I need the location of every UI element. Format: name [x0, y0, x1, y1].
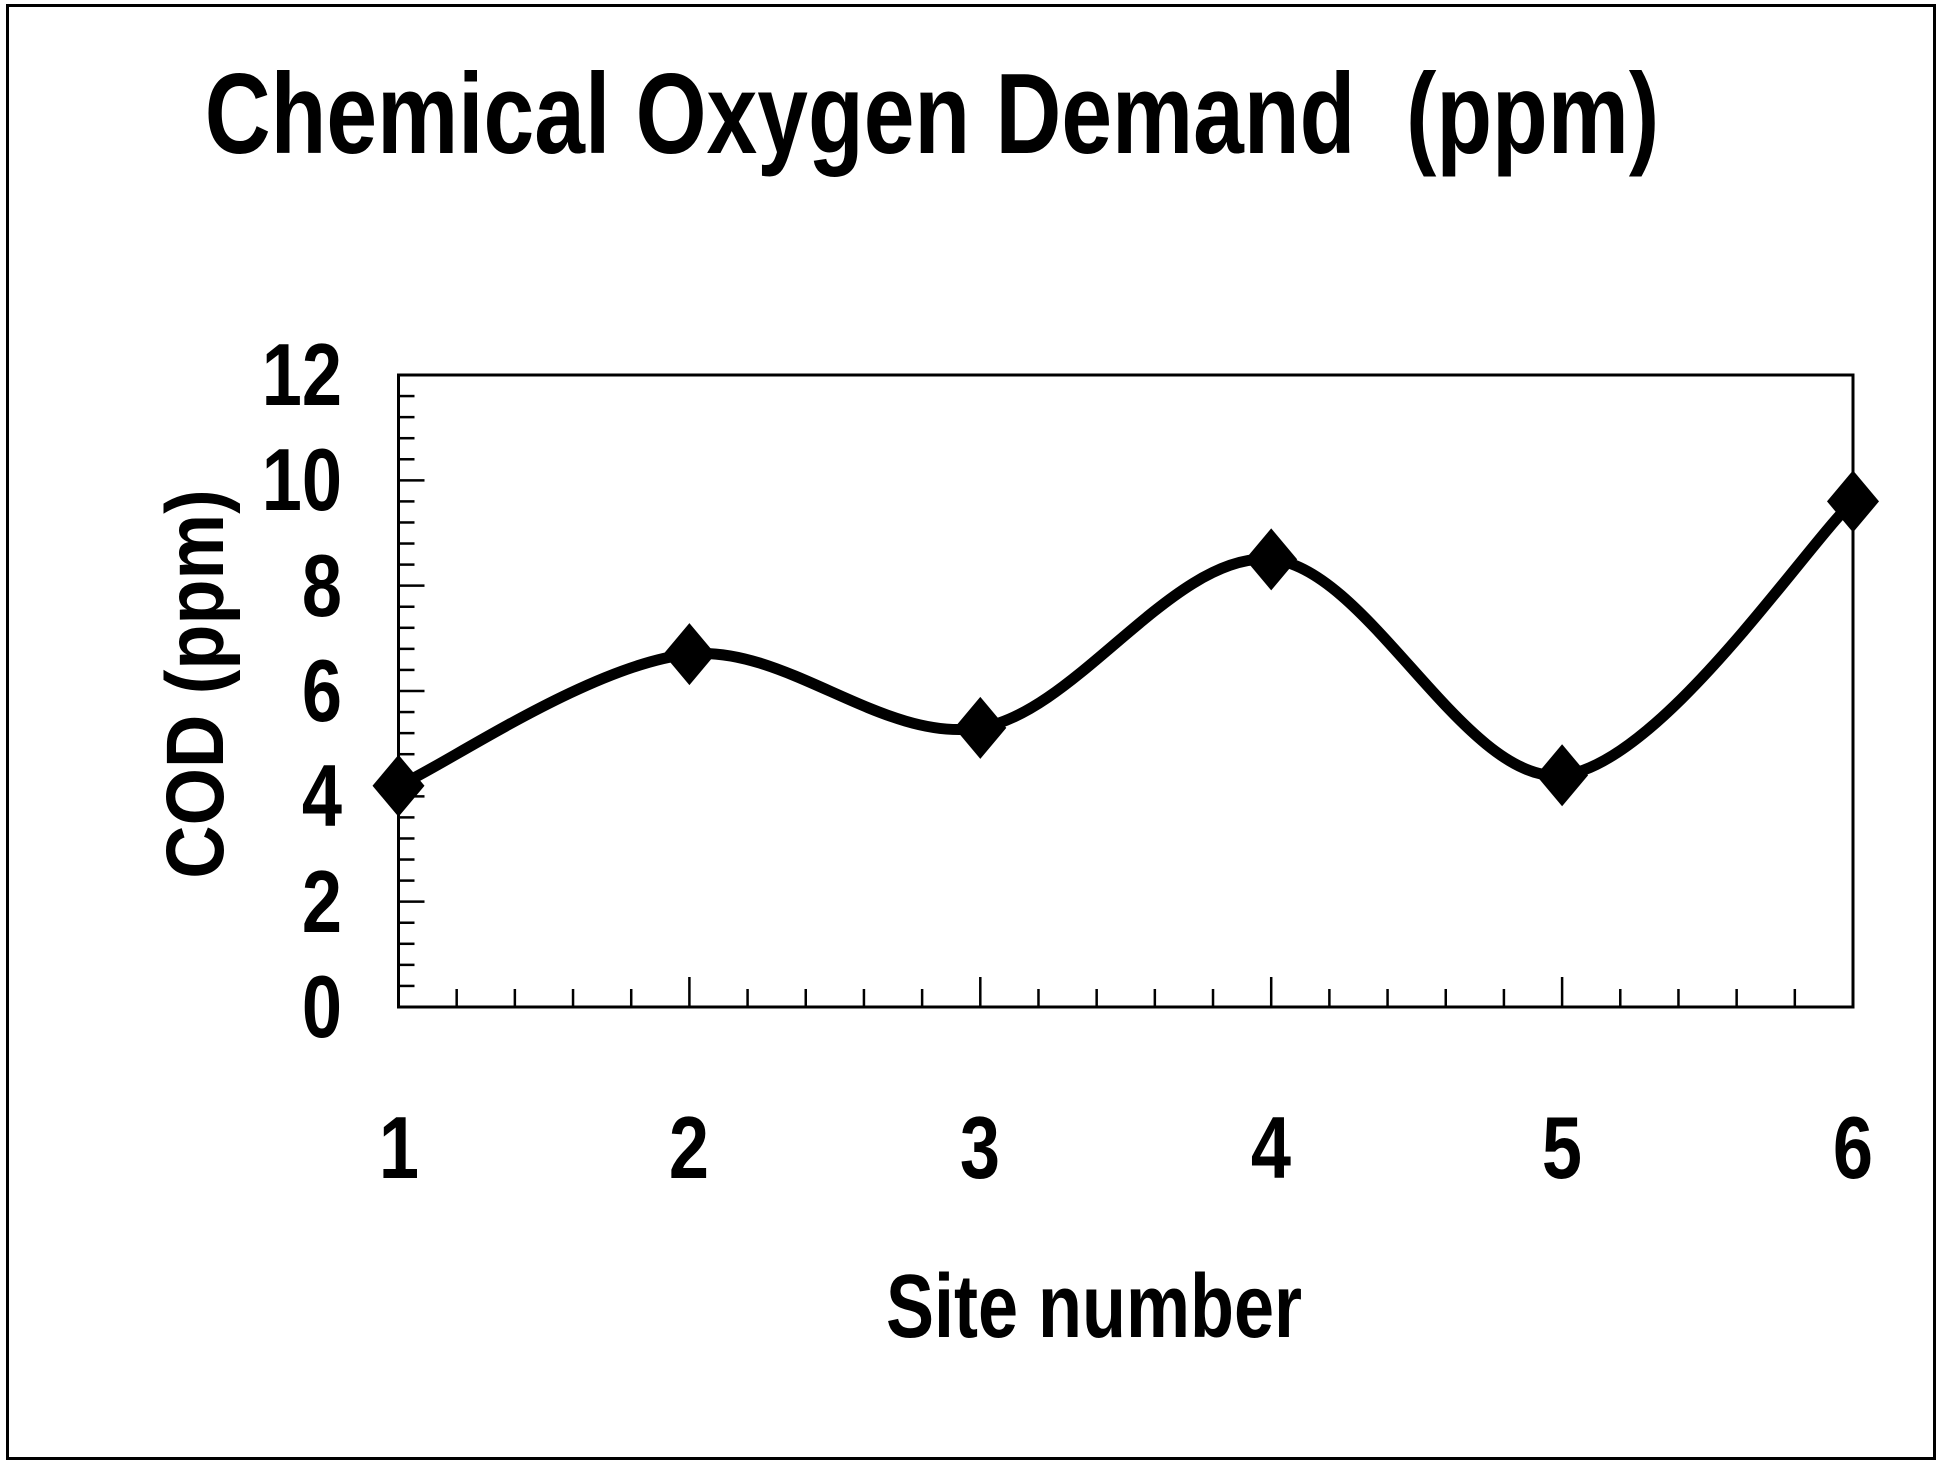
y-tick-label-8: 8 [301, 535, 342, 635]
chart-title: Chemical Oxygen Demand (ppm) [204, 51, 1660, 178]
data-point-marker-4 [1245, 528, 1298, 591]
x-tick-label-4: 4 [1251, 1098, 1292, 1197]
x-axis-title: Site number [885, 1257, 1303, 1357]
y-tick-label-6: 6 [301, 641, 342, 740]
y-tick-label-12: 12 [261, 325, 342, 424]
data-point-marker-1 [372, 754, 425, 817]
y-tick-label-0: 0 [301, 957, 342, 1056]
data-point-marker-2 [663, 623, 716, 686]
y-tick-label-4: 4 [301, 746, 342, 846]
x-tick-label-3: 3 [960, 1098, 1001, 1197]
y-tick-label-10: 10 [261, 430, 342, 530]
x-tick-label-5: 5 [1542, 1098, 1583, 1197]
data-point-marker-5 [1536, 744, 1589, 807]
x-tick-label-1: 1 [378, 1098, 419, 1197]
data-series-line [393, 495, 1859, 792]
x-tick-label-6: 6 [1832, 1098, 1874, 1197]
y-tick-label-2: 2 [301, 851, 342, 951]
data-point-marker-3 [954, 696, 1007, 759]
data-point-marker-6 [1827, 470, 1879, 533]
page-border [6, 4, 1936, 1460]
x-tick-label-2: 2 [669, 1098, 710, 1197]
